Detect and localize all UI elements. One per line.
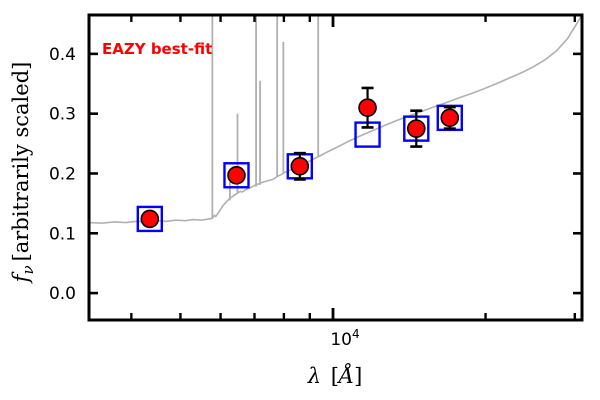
svg-text:λ [Å]: λ [Å]: [307, 363, 363, 388]
x-axis-ticks: [130, 15, 576, 320]
ylabel-symbol: f: [9, 271, 33, 284]
annotation-eazy-best-fit: EAZY best-fit: [102, 40, 212, 58]
observed-photometry-circle-band-5: [406, 119, 426, 138]
model-photometry-square-band-1: [136, 205, 164, 233]
annotation-text: EAZY best-fit: [102, 40, 212, 58]
y-axis-tick-labels: 0.0 0.1 0.2 0.3 0.4: [49, 45, 76, 304]
y-tick-label-3: 0.3: [49, 105, 76, 125]
ylabel-rest: [arbitrarily scaled]: [9, 62, 33, 262]
y-tick-label-4: 0.4: [49, 45, 76, 65]
spectrum-continuum-line: [89, 15, 582, 224]
x-tick-mantissa: 10: [330, 330, 352, 350]
observed-photometry-circle-band-1: [140, 209, 160, 229]
ylabel-subscript: ν: [19, 265, 37, 274]
x-axis-tick-label-1e4: 104: [330, 327, 359, 350]
observed-photometry-circle-band-3: [290, 157, 310, 176]
y-tick-label-0: 0.0: [49, 284, 76, 304]
y-axis-title: fν [arbitrarily scaled]: [9, 62, 37, 285]
observed-photometry-circle-band-4: [358, 98, 377, 117]
photometry-point-band-1: [140, 209, 160, 229]
photometry-point-band-3: [290, 151, 310, 181]
best-fit-spectrum: [89, 15, 582, 224]
observed-photometry-circle-band-6: [440, 108, 460, 128]
photometry-point-band-4: [358, 86, 377, 129]
observed-photometry-circle-band-2: [227, 165, 246, 185]
y-tick-label-1: 0.1: [49, 224, 76, 244]
x-axis-title: λ [Å]: [307, 363, 363, 388]
axis-frame: [87, 13, 584, 322]
plot-background: [89, 15, 582, 320]
x-tick-exponent: 4: [352, 327, 360, 341]
svg-text:104: 104: [330, 327, 359, 350]
svg-text:fν[arbitrarily scaled]: fν [arbitrarily scaled]: [9, 62, 37, 285]
photometry-point-band-2: [227, 165, 246, 185]
observed-photometry-markers: [140, 86, 460, 229]
photometry-point-band-6: [440, 105, 460, 130]
y-axis-ticks: [89, 52, 582, 295]
photometry-point-band-5: [406, 109, 426, 148]
model-photometry-square-band-2: [223, 162, 250, 189]
y-tick-label-2: 0.2: [49, 164, 76, 184]
